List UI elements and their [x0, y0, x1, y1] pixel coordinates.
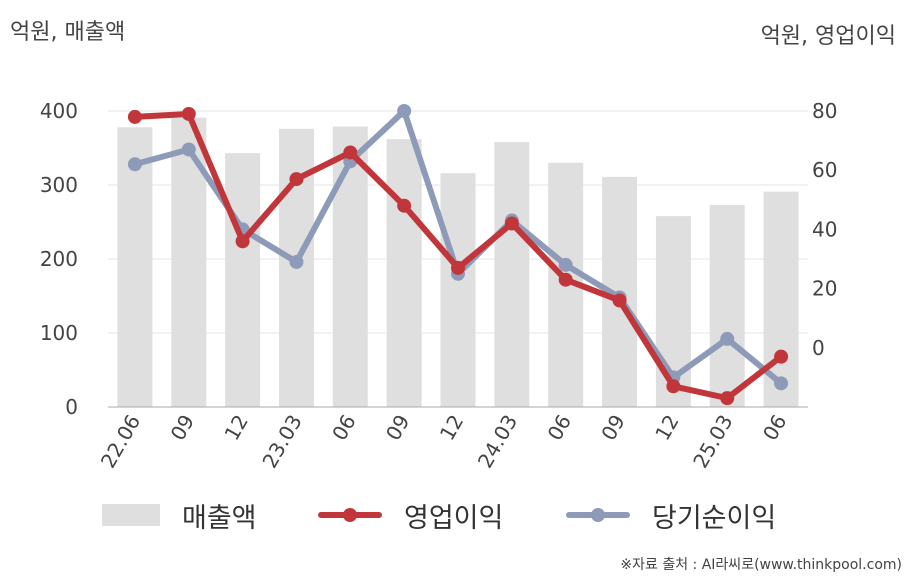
legend-item-revenue: 매출액 — [102, 495, 257, 535]
legend-swatch-net-income — [566, 504, 630, 526]
point-net-income — [127, 157, 142, 172]
bar-revenue — [225, 153, 261, 407]
right-tick-label: 80 — [812, 99, 837, 123]
bar-revenue — [386, 139, 422, 407]
revenue-bars — [117, 117, 799, 407]
right-tick-label: 20 — [812, 277, 837, 301]
x-tick-label: 06 — [327, 411, 361, 445]
point-net-income — [774, 376, 789, 391]
x-tick-label: 12 — [219, 411, 253, 445]
x-tick-label: 09 — [381, 411, 415, 445]
right-axis-unit: 억원, 영업이익 — [760, 24, 896, 49]
left-tick-label: 100 — [40, 321, 78, 345]
x-tick-label: 22.06 — [96, 411, 145, 473]
legend-label-operating-profit: 영업이익 — [404, 502, 504, 534]
right-tick-label: 0 — [812, 336, 825, 360]
x-tick-label: 24.03 — [473, 411, 522, 473]
point-operating-profit — [289, 172, 304, 187]
point-operating-profit — [720, 391, 735, 406]
left-axis-unit: 억원, 매출액 — [10, 20, 126, 45]
legend-item-operating-profit: 영업이익 — [318, 495, 503, 535]
source-note: ※자료 출처 : AI라씨로(www.thinkpool.com) — [620, 557, 902, 573]
legend-swatch-revenue — [102, 504, 160, 526]
point-operating-profit — [127, 109, 142, 124]
left-tick-label: 0 — [65, 395, 78, 419]
bar-revenue — [332, 126, 368, 407]
point-operating-profit — [774, 349, 789, 364]
point-operating-profit — [451, 260, 465, 275]
legend-swatch-operating-profit — [318, 504, 382, 526]
profit-lines — [127, 104, 789, 406]
left-tick-label: 200 — [40, 247, 78, 271]
legend-item-net-income: 당기순이익 — [566, 495, 776, 535]
x-tick-label: 12 — [435, 411, 469, 445]
point-net-income — [397, 104, 412, 118]
x-tick-label: 23.03 — [257, 411, 306, 473]
point-operating-profit — [235, 234, 250, 249]
point-net-income — [558, 257, 573, 272]
point-operating-profit — [181, 106, 196, 121]
bar-revenue — [494, 142, 530, 407]
point-net-income — [181, 142, 196, 157]
legend: 매출액 영업이익 당기순이익 — [0, 495, 908, 535]
bar-revenue — [709, 204, 745, 407]
bar-revenue — [171, 117, 207, 407]
point-net-income — [720, 331, 735, 346]
x-tick-label: 09 — [166, 411, 200, 445]
left-tick-label: 300 — [40, 173, 78, 197]
point-operating-profit — [666, 379, 681, 394]
point-operating-profit — [612, 293, 627, 308]
x-tick-label: 25.03 — [688, 411, 737, 473]
x-tick-label: 06 — [543, 411, 577, 445]
x-tick-label: 12 — [650, 411, 684, 445]
point-operating-profit — [343, 145, 358, 160]
left-tick-label: 400 — [40, 99, 78, 123]
x-tick-label: 06 — [758, 411, 792, 445]
right-tick-label: 60 — [812, 158, 837, 182]
point-net-income — [289, 254, 304, 269]
point-operating-profit — [504, 216, 519, 231]
x-tick-label: 09 — [596, 411, 630, 445]
bar-revenue — [117, 127, 153, 407]
legend-label-net-income: 당기순이익 — [652, 502, 777, 534]
point-operating-profit — [397, 198, 412, 213]
legend-label-revenue: 매출액 — [182, 502, 257, 534]
right-tick-label: 40 — [812, 217, 837, 241]
point-operating-profit — [558, 272, 573, 287]
bar-revenue — [440, 173, 476, 407]
